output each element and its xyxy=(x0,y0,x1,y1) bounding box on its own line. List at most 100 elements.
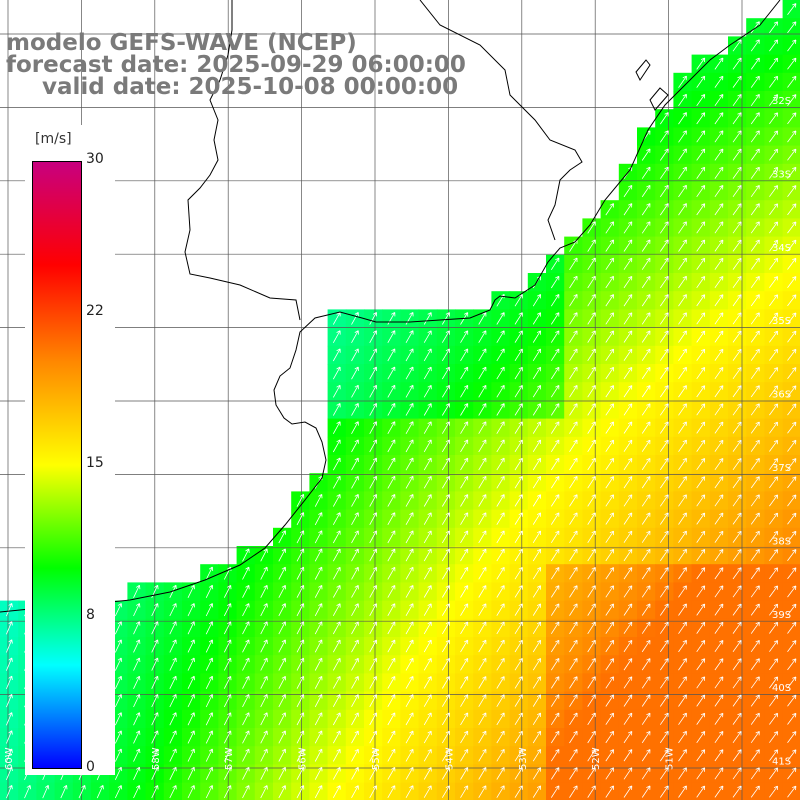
wind-arrow xyxy=(187,748,195,762)
wind-arrow xyxy=(60,784,68,799)
wind-arrow xyxy=(332,312,341,325)
wind-arrow xyxy=(242,675,250,689)
wind-arrow xyxy=(605,312,614,325)
field-cell xyxy=(709,709,729,729)
field-cell xyxy=(418,564,438,583)
field-cell xyxy=(509,327,529,347)
field-cell xyxy=(473,473,492,492)
wind-arrow xyxy=(550,712,560,726)
field-cell xyxy=(163,600,183,620)
wind-arrow xyxy=(714,731,724,744)
wind-arrow xyxy=(441,530,450,544)
wind-arrow xyxy=(732,112,742,125)
wind-arrow xyxy=(369,457,377,471)
wind-arrow xyxy=(787,785,797,798)
wind-arrow xyxy=(659,294,669,307)
field-cell xyxy=(345,600,365,620)
field-cell xyxy=(546,709,565,729)
field-cell xyxy=(746,764,765,784)
field-cell xyxy=(764,473,784,492)
field-cell xyxy=(709,291,729,310)
wind-arrow xyxy=(423,530,432,544)
field-cell xyxy=(382,418,401,438)
field-cell xyxy=(637,273,656,292)
field-cell xyxy=(364,491,383,511)
field-cell xyxy=(746,709,765,729)
field-cell xyxy=(728,200,747,219)
wind-arrow xyxy=(314,694,323,708)
wind-arrow xyxy=(623,257,633,270)
wind-arrow xyxy=(769,603,778,616)
wind-arrow xyxy=(678,294,687,307)
field-cell xyxy=(364,728,383,747)
field-cell xyxy=(345,582,365,602)
wind-arrow xyxy=(714,148,724,161)
field-cell xyxy=(673,200,693,219)
forecast-date: forecast date: 2025-09-29 06:00:00 xyxy=(6,52,466,78)
field-cell xyxy=(436,491,456,511)
field-cell xyxy=(691,618,711,638)
wind-arrow xyxy=(659,239,669,252)
wind-arrow xyxy=(787,749,797,762)
field-cell xyxy=(309,564,329,583)
wind-arrow xyxy=(514,658,523,671)
field-cell xyxy=(764,309,784,329)
field-cell xyxy=(273,655,292,674)
field-cell xyxy=(764,618,784,638)
field-cell xyxy=(673,364,693,383)
field-cell xyxy=(291,509,310,529)
field-cell xyxy=(436,345,456,365)
wind-arrow xyxy=(750,221,760,234)
field-cell xyxy=(564,509,583,529)
field-cell xyxy=(527,673,547,693)
wind-arrow xyxy=(332,512,341,525)
wind-arrow xyxy=(351,421,359,434)
field-cell xyxy=(327,527,347,547)
field-cell xyxy=(436,600,456,620)
field-cell xyxy=(509,309,529,329)
wind-arrow xyxy=(587,530,596,544)
field-cell xyxy=(491,309,511,329)
wind-arrow xyxy=(769,367,778,379)
wind-arrow xyxy=(550,366,560,380)
field-cell xyxy=(327,764,347,784)
wind-arrow xyxy=(605,494,614,507)
wind-arrow xyxy=(641,330,651,343)
wind-arrow xyxy=(441,730,450,744)
field-cell xyxy=(637,473,656,492)
wind-arrow xyxy=(314,675,323,689)
wind-arrow xyxy=(732,785,742,798)
field-cell xyxy=(418,436,438,456)
wind-arrow xyxy=(514,785,523,798)
wind-arrow xyxy=(423,603,432,616)
wind-arrow xyxy=(587,548,596,562)
field-cell xyxy=(436,327,456,347)
field-cell xyxy=(691,673,711,693)
field-cell xyxy=(673,546,693,565)
field-cell xyxy=(309,637,329,656)
field-cell xyxy=(491,764,511,784)
wind-arrow xyxy=(659,476,669,489)
field-cell xyxy=(182,582,201,602)
field-cell xyxy=(637,691,656,711)
wind-arrow xyxy=(605,294,614,307)
field-cell xyxy=(546,600,565,620)
field-cell xyxy=(436,728,456,747)
wind-arrow xyxy=(405,694,414,707)
wind-arrow xyxy=(332,366,341,380)
field-cell xyxy=(637,145,656,165)
field-cell xyxy=(582,691,602,711)
field-cell xyxy=(655,254,674,274)
wind-arrow xyxy=(769,458,778,470)
wind-arrow xyxy=(605,257,614,270)
field-cell xyxy=(746,291,765,310)
field-cell xyxy=(582,364,602,383)
wind-arrow xyxy=(387,348,396,362)
wind-arrow xyxy=(714,458,724,471)
wind-arrow xyxy=(732,239,742,252)
wind-arrow xyxy=(332,494,341,507)
wind-arrow xyxy=(769,185,778,197)
field-cell xyxy=(618,582,638,602)
wind-arrow xyxy=(678,203,687,216)
wind-arrow xyxy=(169,675,177,689)
